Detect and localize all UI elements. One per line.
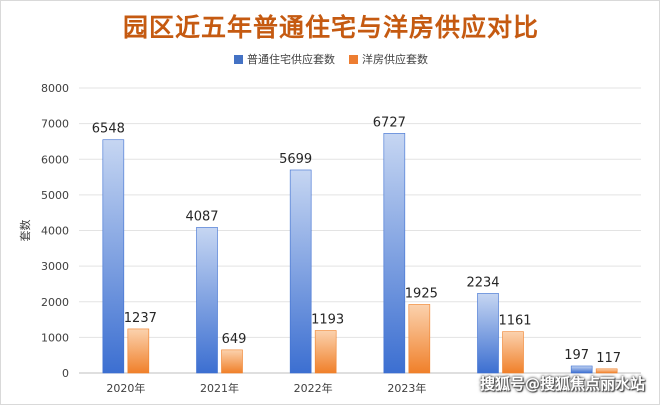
watermark: 搜狐号@搜狐焦点丽水站	[479, 375, 645, 393]
data-label-series-2: 117	[596, 351, 621, 366]
data-label-series-1: 5699	[279, 152, 312, 167]
y-tick-label: 6000	[41, 153, 69, 166]
data-label-series-2: 1237	[124, 311, 157, 326]
y-tick-label: 0	[62, 367, 69, 380]
bar-series-2	[595, 368, 618, 374]
data-label-series-2: 1161	[498, 314, 531, 329]
bar-series-2	[221, 349, 243, 374]
bar-series-2	[502, 331, 524, 374]
y-tick-label: 5000	[41, 189, 69, 202]
bar-series-2	[127, 328, 150, 374]
y-tick-label: 2000	[41, 296, 69, 309]
y-tick-label: 4000	[41, 225, 69, 238]
data-label-series-1: 2234	[466, 275, 499, 290]
bar-series-1	[383, 133, 406, 374]
y-tick-label: 1000	[41, 331, 69, 344]
data-label-series-2: 649	[222, 332, 247, 347]
data-label-series-1: 6727	[373, 115, 406, 130]
bar-series-2	[408, 304, 431, 374]
legend-swatch-series-2	[349, 54, 358, 64]
data-label-series-1: 4087	[185, 209, 218, 224]
chart-title: 园区近五年普通住宅与洋房供应对比	[122, 13, 539, 42]
x-tick-label: 2023年	[387, 381, 426, 395]
data-label-series-1: 197	[564, 348, 589, 363]
y-tick-label: 8000	[41, 82, 69, 95]
x-tick-label: 2020年	[106, 381, 145, 395]
bar-series-1	[289, 169, 312, 374]
data-label-series-2: 1193	[311, 312, 344, 327]
x-tick-label: 2022年	[294, 381, 333, 395]
bar-series-1	[477, 293, 499, 374]
y-tick-label: 3000	[41, 260, 69, 273]
data-label-series-1: 6548	[92, 122, 125, 137]
legend-swatch-series-1	[234, 54, 243, 64]
bar-series-1	[570, 365, 593, 374]
legend-label-series-1: 普通住宅供应套数	[247, 53, 335, 66]
chart-legend: 普通住宅供应套数 洋房供应套数	[1, 51, 660, 67]
bar-series-1	[196, 227, 218, 374]
data-label-series-2: 1925	[405, 286, 438, 301]
legend-item-series-1: 普通住宅供应套数	[234, 51, 335, 67]
legend-item-series-2: 洋房供应套数	[349, 51, 428, 67]
y-axis-title: 套数	[19, 220, 32, 242]
bar-series-2	[314, 330, 337, 374]
y-tick-label: 7000	[41, 118, 69, 131]
legend-label-series-2: 洋房供应套数	[362, 53, 428, 66]
bar-series-1	[102, 139, 125, 374]
x-tick-label: 2021年	[200, 381, 239, 395]
